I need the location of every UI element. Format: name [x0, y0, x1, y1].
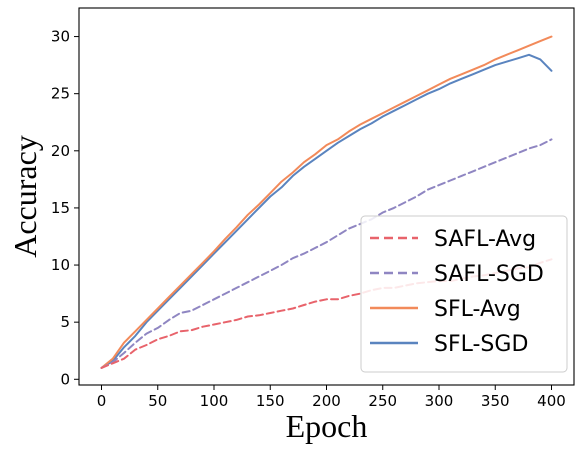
legend-label: SAFL-SGD	[434, 262, 544, 287]
x-tick-label: 100	[200, 392, 229, 410]
x-tick-label: 200	[312, 392, 341, 410]
legend-box	[360, 215, 568, 373]
y-tick-label: 5	[60, 313, 70, 331]
legend-label: SFL-SGD	[434, 332, 528, 357]
y-tick-label: 10	[51, 256, 70, 274]
x-tick-label: 250	[368, 392, 397, 410]
x-tick-label: 300	[425, 392, 454, 410]
x-axis-title: Epoch	[286, 408, 368, 444]
legend: SAFL-Avg SAFL-SGD SFL-Avg SFL-SGD	[360, 215, 568, 373]
y-tick-label: 20	[51, 142, 70, 160]
legend-label: SAFL-Avg	[434, 227, 536, 252]
series-line-safl-sgd	[100, 138, 553, 369]
y-tick-label: 30	[51, 28, 70, 46]
y-axis-title: Accuracy	[7, 135, 43, 258]
x-tick-label: 350	[481, 392, 510, 410]
ticks-layer: 0 50 100 150 200 250 300 350 400 0 5 10 15 20 25 30	[51, 28, 566, 410]
y-tick-label: 15	[51, 199, 70, 217]
series-line-sfl-avg	[100, 35, 553, 369]
x-tick-label: 400	[537, 392, 566, 410]
x-tick-label: 50	[148, 392, 167, 410]
y-tick-label: 0	[60, 370, 70, 388]
legend-label: SFL-Avg	[434, 297, 521, 322]
y-tick-label: 25	[51, 85, 70, 103]
x-tick-label: 0	[97, 392, 107, 410]
x-tick-label: 150	[256, 392, 285, 410]
series-line-sfl-sgd	[100, 53, 553, 369]
